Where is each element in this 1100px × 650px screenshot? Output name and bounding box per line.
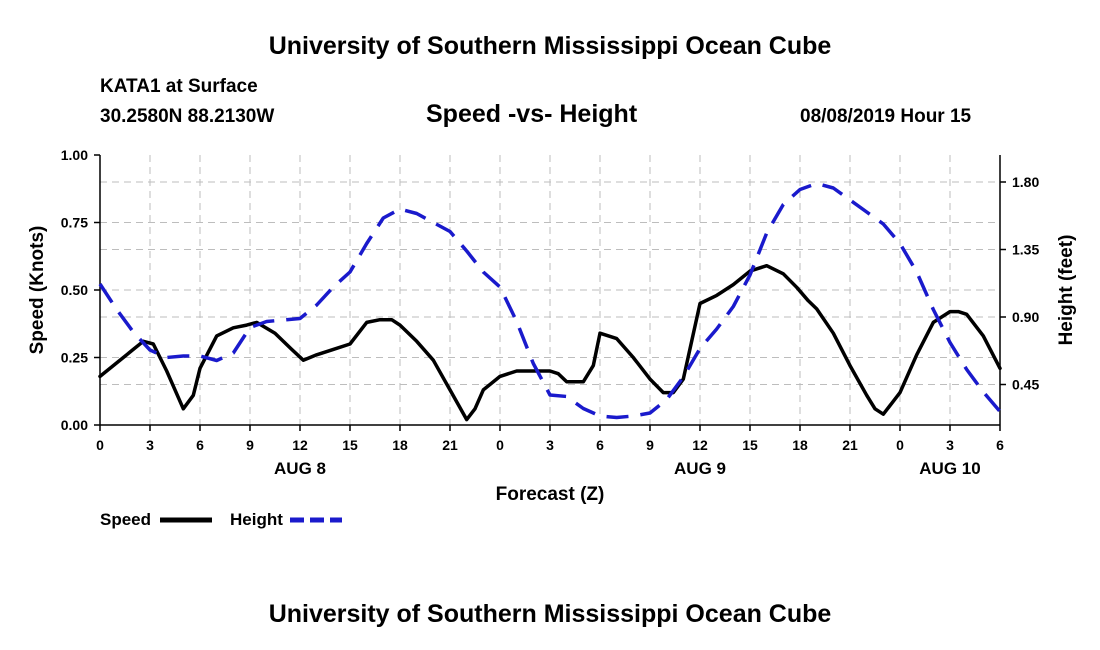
- x-tick-label: 18: [392, 437, 408, 453]
- station-label: KATA1 at Surface: [100, 76, 258, 97]
- x-date-label: AUG 10: [919, 459, 980, 478]
- y-tick-label: 1.00: [61, 147, 88, 163]
- x-tick-label: 12: [292, 437, 308, 453]
- x-tick-label: 3: [946, 437, 954, 453]
- x-tick-label: 12: [692, 437, 708, 453]
- y2-tick-label: 1.35: [1012, 242, 1039, 258]
- chart-footer-title: University of Southern Mississippi Ocean…: [268, 600, 832, 628]
- height-series-line: [98, 181, 1002, 420]
- x-tick-label: 0: [496, 437, 504, 453]
- y-tick-label: 0.25: [61, 350, 88, 366]
- x-tick-label: 0: [896, 437, 904, 453]
- y-tick-label: 0.00: [61, 417, 88, 433]
- x-tick-label: 21: [842, 437, 858, 453]
- speed-series-line: [98, 263, 1002, 422]
- y-tick-label: 0.50: [61, 282, 88, 298]
- x-tick-label: 6: [596, 437, 604, 453]
- y-tick-label: 0.75: [61, 215, 88, 231]
- y2-axis-title: Height (feet): [1056, 235, 1077, 346]
- y2-tick-label: 1.80: [1012, 174, 1039, 190]
- x-tick-label: 3: [546, 437, 554, 453]
- chart-subtitle: Speed -vs- Height: [426, 100, 638, 128]
- coordinates-label: 30.2580N 88.2130W: [100, 106, 275, 127]
- x-tick-label: 6: [996, 437, 1004, 453]
- y-axis-title: Speed (Knots): [27, 226, 48, 355]
- y2-tick-label: 0.45: [1012, 377, 1039, 393]
- x-tick-label: 15: [342, 437, 358, 453]
- x-tick-label: 0: [96, 437, 104, 453]
- x-tick-label: 18: [792, 437, 808, 453]
- x-tick-label: 9: [246, 437, 254, 453]
- chart-header-title: University of Southern Mississippi Ocean…: [268, 32, 832, 60]
- x-date-label: AUG 8: [274, 459, 326, 478]
- x-axis-title: Forecast (Z): [496, 484, 605, 505]
- legend-speed-label: Speed: [100, 510, 152, 529]
- y2-tick-label: 0.90: [1012, 309, 1039, 325]
- x-tick-label: 15: [742, 437, 758, 453]
- x-tick-label: 9: [646, 437, 654, 453]
- legend-height-label: Height: [230, 510, 283, 529]
- x-tick-label: 6: [196, 437, 204, 453]
- x-tick-label: 3: [146, 437, 154, 453]
- x-date-label: AUG 9: [674, 459, 726, 478]
- x-tick-label: 21: [442, 437, 458, 453]
- forecast-date-label: 08/08/2019 Hour 15: [800, 106, 972, 127]
